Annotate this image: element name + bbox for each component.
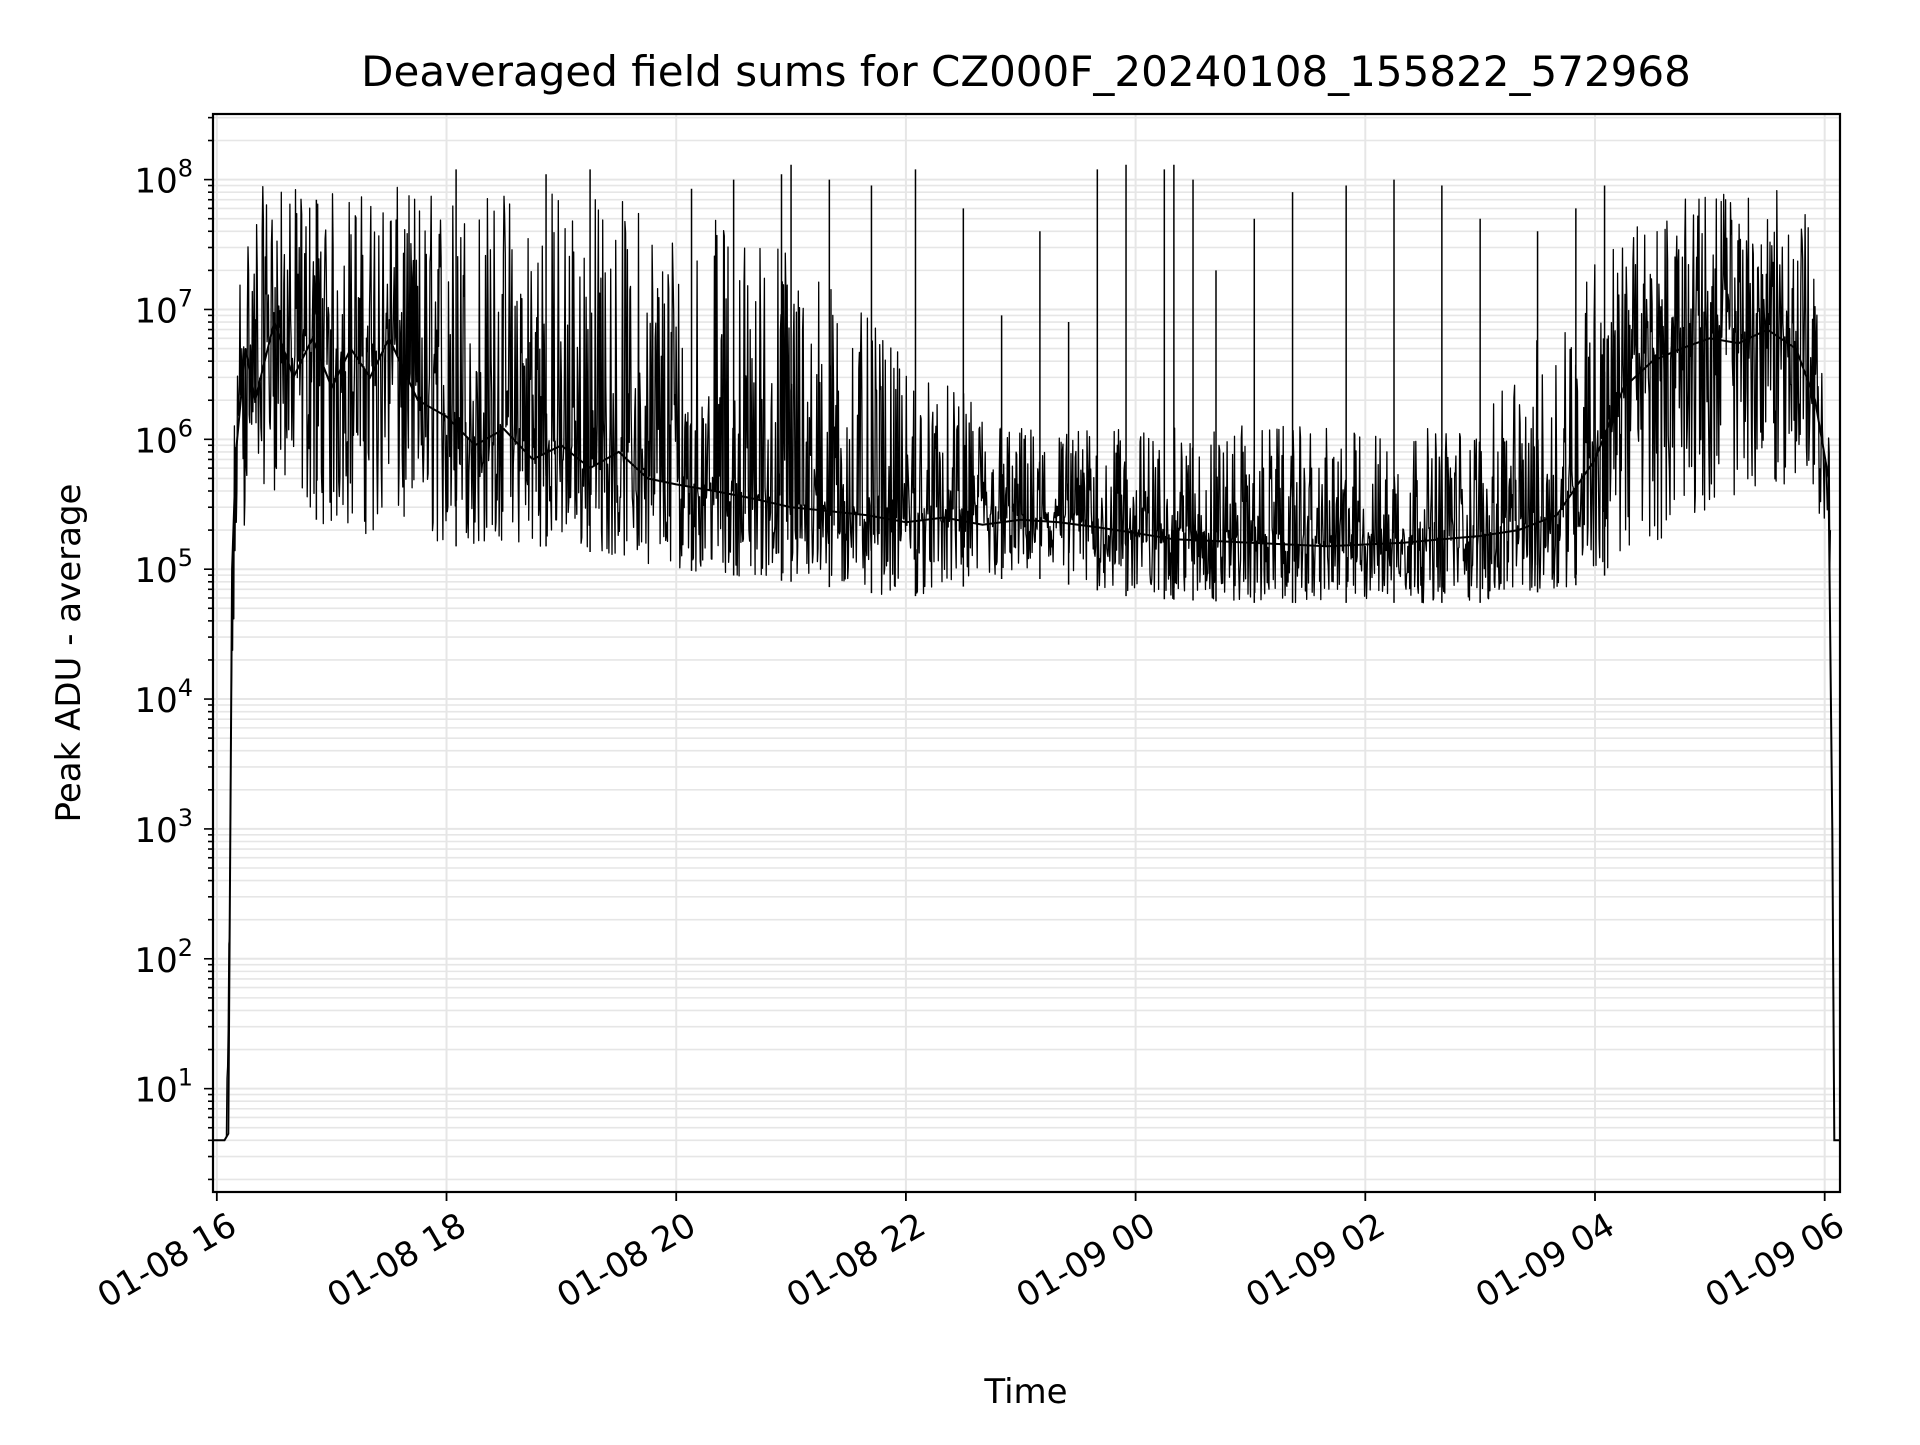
- grid: [213, 114, 1840, 1192]
- plot-area: [213, 164, 1840, 1142]
- y-tick-label: 108: [134, 155, 193, 202]
- y-axis-label: Peak ADU - average: [49, 484, 89, 823]
- y-tick-label: 103: [134, 804, 193, 851]
- y-axis: 101 102 103 104 105 106 107 108: [134, 116, 213, 1181]
- series-baseline: [213, 318, 1840, 1142]
- axes-frame: [211, 112, 1842, 1194]
- y-tick-label: 107: [134, 284, 193, 331]
- y-tick-label: 102: [134, 934, 193, 981]
- series-trace: [225, 185, 1832, 1137]
- chart-title: Deaveraged field sums for CZ000F_2024010…: [361, 47, 1691, 96]
- y-tick-label: 101: [134, 1064, 193, 1111]
- y-tick-label: 104: [134, 674, 193, 721]
- y-tick-label: 106: [134, 414, 193, 461]
- x-axis-label: Time: [983, 1372, 1067, 1412]
- y-tick-label: 105: [134, 544, 193, 591]
